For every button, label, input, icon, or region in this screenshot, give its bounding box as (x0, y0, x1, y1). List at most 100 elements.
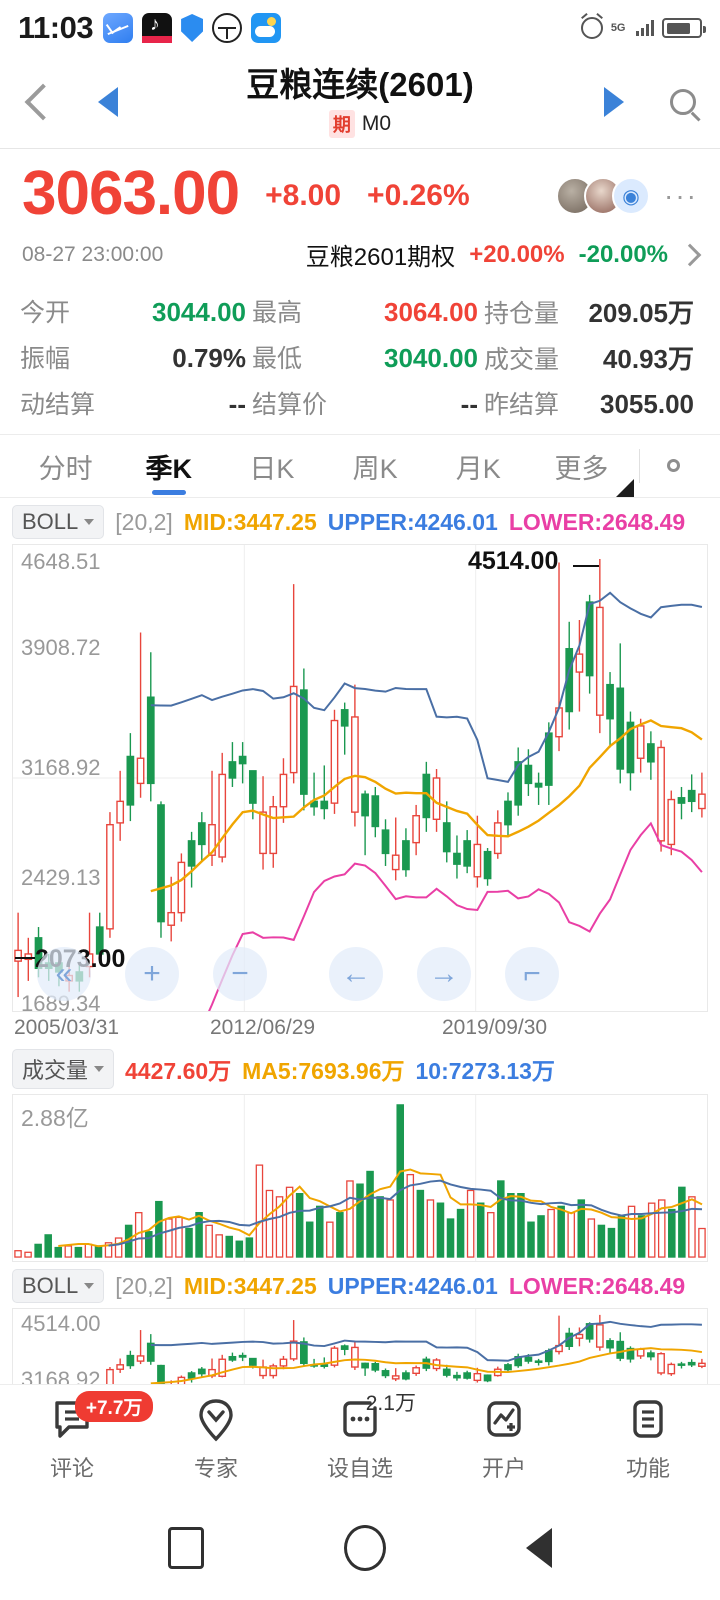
stat-value: 3044.00 (152, 297, 246, 327)
tab-quarter-k[interactable]: 季K (117, 435, 220, 497)
zoom-out-icon[interactable]: − (213, 947, 267, 1001)
chart-period-tabs: 分时 季K 日K 周K 月K 更多 (0, 434, 720, 498)
triangle-left-icon[interactable] (98, 87, 118, 117)
divider (0, 148, 720, 149)
tab-month-k[interactable]: 月K (455, 453, 501, 484)
nav-item-expert[interactable]: 专家 (144, 1397, 288, 1483)
arrow-right-icon[interactable]: → (417, 947, 471, 1001)
collapse-left-icon[interactable]: « (37, 947, 91, 1001)
nav-item-watchlist[interactable]: 2.1万 设自选 (288, 1392, 432, 1483)
search-icon[interactable] (670, 89, 696, 115)
volume-ma5: MA5:7693.96万 (242, 1058, 405, 1084)
home-icon[interactable] (344, 1524, 386, 1571)
option-link[interactable]: 豆粮2601期权 +20.00% -20.00% (306, 237, 702, 272)
arrow-left-icon[interactable]: ← (329, 947, 383, 1001)
boll-lower-value: LOWER:2648.49 (508, 508, 686, 535)
instrument-code: M0 (361, 111, 392, 135)
status-time: 11:03 (18, 10, 94, 45)
indicator-name: BOLL (22, 509, 79, 534)
stat-label: 今开 (20, 299, 71, 327)
back-icon[interactable] (526, 1527, 552, 1568)
gear-icon[interactable] (654, 444, 694, 488)
open-account-icon (481, 1397, 527, 1443)
boll-upper-value: UPPER:4246.01 (327, 508, 498, 535)
period-high-tick (573, 565, 599, 567)
stat-label: 最低 (252, 345, 303, 373)
price-chart-xaxis: 2005/03/31 2012/06/29 2019/09/30 (0, 1012, 720, 1042)
period-low-tick (15, 957, 35, 959)
tiktok-icon (142, 13, 173, 43)
stat-volume: 成交量 40.93万 (484, 339, 700, 376)
title-bar: 豆粮连续(2601) 期 M0 (0, 56, 720, 148)
change-group: +8.00 +0.26% (265, 179, 470, 213)
chevron-down-icon (94, 1066, 105, 1072)
x-tick: 2005/03/31 (14, 1016, 120, 1039)
y-tick: 4648.51 (21, 549, 101, 574)
y-tick: 3908.72 (21, 635, 101, 660)
stat-value: 40.93万 (602, 343, 694, 374)
triangle-right-icon[interactable] (604, 87, 624, 117)
stat-label: 昨结算 (484, 391, 560, 419)
stat-label: 成交量 (484, 345, 560, 374)
volume-ma10: 10:7273.13万 (415, 1058, 555, 1084)
sub-boll-mid: MID:3447.25 (183, 1272, 317, 1299)
status-right-icons: 5G (580, 17, 706, 39)
stat-value: -- (460, 389, 478, 419)
futures-tag: 期 (328, 109, 355, 138)
quote-block: 3063.00 +8.00 +0.26% ◉ ··· 08-27 23:00:0… (0, 149, 720, 278)
avatar-group[interactable]: ◉ ··· (556, 177, 698, 215)
divider (639, 449, 641, 483)
stat-value: 3040.00 (384, 343, 478, 373)
nav-label: 功能 (625, 1456, 670, 1481)
stats-grid: 今开 3044.00 最高 3064.00 持仓量 209.05万 振幅 0.7… (0, 278, 720, 434)
boll-mid-value: MID:3447.25 (183, 508, 317, 535)
sub-indicator-name: BOLL (22, 1273, 79, 1298)
x-tick: 2019/09/30 (442, 1016, 548, 1039)
stock-app-icon (103, 13, 134, 43)
stat-label: 最高 (252, 299, 303, 327)
tab-fenshi[interactable]: 分时 (38, 453, 93, 484)
network-type: 5G (610, 21, 626, 34)
volume-name: 成交量 (22, 1058, 89, 1083)
tab-day-k[interactable]: 日K (249, 453, 295, 484)
android-nav-bar (0, 1495, 720, 1600)
nav-item-open-account[interactable]: 开户 (432, 1397, 576, 1483)
alarm-icon (580, 17, 603, 39)
sub-indicator-selector[interactable]: BOLL (12, 1269, 105, 1303)
tab-more[interactable]: 更多 (554, 453, 609, 484)
price-chart-panel[interactable]: 4648.51 3908.72 3168.92 2429.13 1689.34 … (12, 544, 708, 1016)
stat-value: 209.05万 (588, 297, 694, 328)
volume-chart-panel[interactable]: 2.88亿 (12, 1094, 708, 1262)
stat-value: -- (228, 389, 246, 419)
more-menu-icon[interactable]: ··· (664, 179, 698, 211)
option-down-limit: -20.00% (578, 240, 668, 268)
stat-label: 持仓量 (484, 299, 560, 328)
sub-boll-lower: LOWER:2648.49 (508, 1272, 686, 1299)
title-right-actions (604, 87, 696, 117)
expert-pin-icon (193, 1397, 239, 1443)
fullscreen-icon[interactable]: ⌐ (505, 947, 559, 1001)
y-tick: 3168.92 (21, 755, 101, 780)
period-high-label: 4514.00 (468, 547, 559, 575)
chevron-left-icon[interactable] (24, 83, 62, 121)
stat-dynamic-settlement: 动结算 -- (20, 385, 252, 421)
change-percent: +0.26% (367, 179, 470, 212)
price-chart-svg (13, 545, 707, 1011)
status-bar: 11:03 5G (0, 0, 720, 56)
last-price: 3063.00 (22, 159, 240, 228)
nav-item-comments[interactable]: +7.7万 评论 (0, 1391, 154, 1483)
tab-week-k[interactable]: 周K (352, 453, 398, 484)
nav-label: 开户 (481, 1456, 526, 1481)
sub-indicator-header: BOLL [20,2] MID:3447.25 UPPER:4246.01 LO… (0, 1262, 720, 1308)
battery-icon (662, 18, 706, 38)
nav-item-functions[interactable]: 功能 (576, 1397, 720, 1483)
volume-selector[interactable]: 成交量 (12, 1049, 115, 1089)
weibo-eye-icon: ◉ (612, 177, 651, 215)
indicator-selector[interactable]: BOLL (12, 505, 105, 539)
zoom-in-icon[interactable]: + (125, 947, 179, 1001)
chart-toolbar: « + − ← → ⌐ (13, 947, 707, 1001)
sub-y-tick: 4514.00 (21, 1311, 101, 1336)
shield-icon (181, 14, 204, 42)
nav-label: 专家 (193, 1456, 238, 1481)
recents-icon[interactable] (168, 1526, 204, 1569)
